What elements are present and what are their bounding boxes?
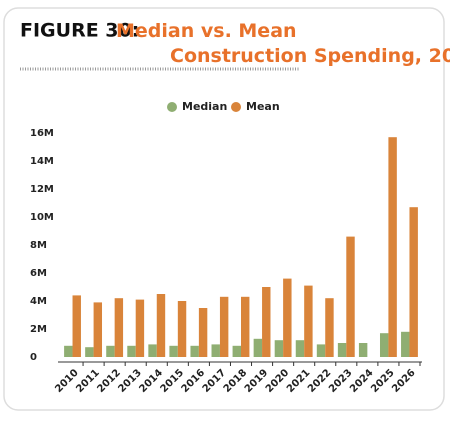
bar xyxy=(274,340,284,357)
y-tick-label: 0 xyxy=(30,352,37,363)
bar xyxy=(304,285,313,357)
bar xyxy=(198,308,208,357)
card xyxy=(3,7,445,411)
bar xyxy=(283,278,292,357)
bar xyxy=(358,343,368,357)
legend-swatch xyxy=(231,102,241,112)
bar xyxy=(232,345,241,357)
bar xyxy=(325,298,334,357)
legend-label: Mean xyxy=(246,100,280,113)
bar xyxy=(253,338,263,357)
bar xyxy=(93,302,103,357)
legend-label: Median xyxy=(182,100,227,113)
chart-title-prefix: FIGURE 30: xyxy=(20,20,139,42)
bar xyxy=(114,298,124,357)
y-tick-label: 10M xyxy=(30,212,54,223)
legend-swatch xyxy=(167,102,177,112)
bar xyxy=(127,345,136,357)
bar xyxy=(106,345,115,357)
y-tick-label: 8M xyxy=(30,240,47,251)
y-tick-label: 12M xyxy=(30,184,54,195)
bar xyxy=(295,340,305,357)
bar xyxy=(72,295,81,357)
bar xyxy=(262,287,271,357)
bar xyxy=(409,207,418,357)
bar xyxy=(379,333,389,357)
bar xyxy=(177,301,187,357)
bar xyxy=(148,344,157,357)
bar xyxy=(85,347,94,357)
bar xyxy=(219,296,229,357)
y-tick-label: 2M xyxy=(30,324,47,335)
bar xyxy=(135,299,145,357)
y-tick-label: 4M xyxy=(30,296,47,307)
bar xyxy=(401,331,410,357)
y-tick-label: 14M xyxy=(30,156,54,167)
bar xyxy=(241,296,250,357)
bar xyxy=(337,343,347,357)
bar xyxy=(211,344,220,357)
bar xyxy=(156,294,166,357)
chart-title: Median vs. Mean Construction Spending, 20… xyxy=(116,20,450,67)
bar xyxy=(64,345,73,357)
bar xyxy=(346,236,355,357)
bar xyxy=(388,137,397,357)
bar xyxy=(316,344,326,357)
y-tick-label: 16M xyxy=(30,128,54,139)
y-tick-label: 6M xyxy=(30,268,47,279)
bar xyxy=(169,345,178,357)
bar xyxy=(190,345,199,357)
